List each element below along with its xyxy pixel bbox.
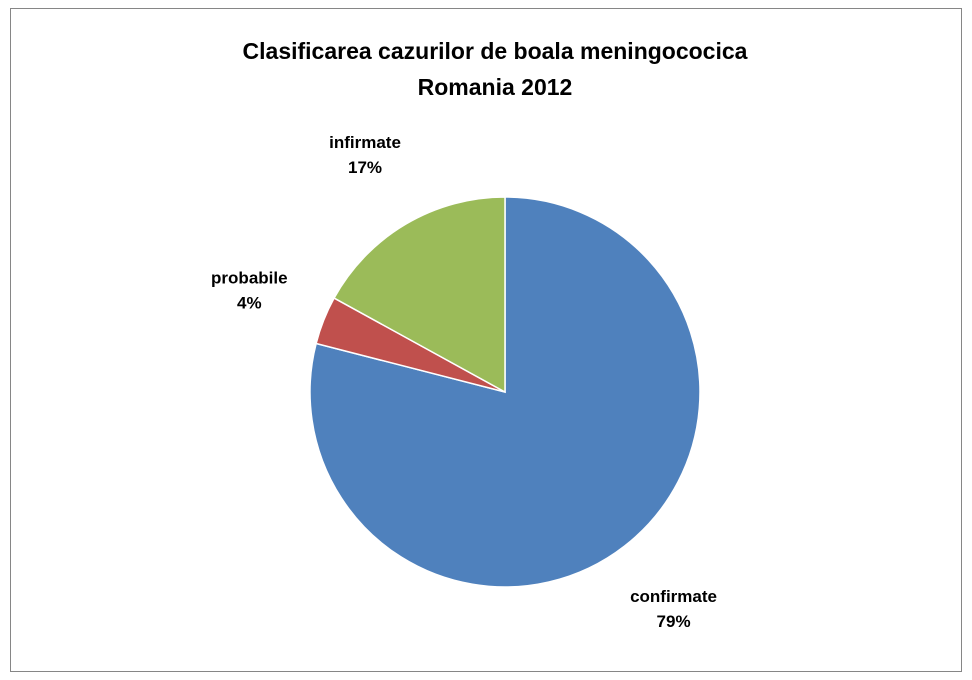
slice-category-label: infirmate [329, 133, 401, 152]
slice-value-label: 4% [237, 293, 262, 312]
slice-value-label: 79% [657, 612, 691, 631]
chart-title: Clasificarea cazurilor de boala meningoc… [243, 38, 748, 64]
chart-title: Romania 2012 [418, 74, 573, 100]
slice-value-label: 17% [348, 158, 382, 177]
slice-category-label: confirmate [630, 587, 717, 606]
slice-category-label: probabile [211, 268, 288, 287]
pie-slice [333, 196, 506, 394]
